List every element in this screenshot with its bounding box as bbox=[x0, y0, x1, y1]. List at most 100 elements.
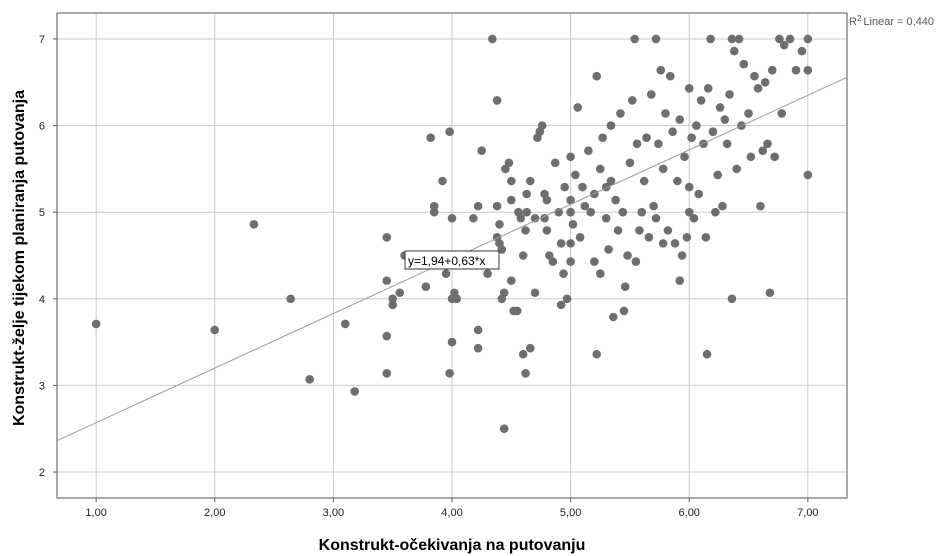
data-point bbox=[499, 288, 509, 298]
data-point bbox=[680, 152, 689, 162]
data-point bbox=[744, 109, 753, 118]
data-point bbox=[732, 164, 741, 174]
data-point bbox=[492, 201, 502, 211]
data-point bbox=[499, 424, 509, 434]
data-point bbox=[630, 34, 639, 44]
data-point bbox=[518, 349, 528, 359]
data-point bbox=[722, 139, 732, 149]
y-tick-label: 6 bbox=[39, 121, 45, 133]
data-point bbox=[592, 349, 602, 359]
data-point bbox=[718, 201, 727, 211]
data-point bbox=[542, 226, 552, 235]
data-point bbox=[756, 201, 765, 211]
data-point bbox=[746, 152, 756, 162]
data-point bbox=[702, 349, 712, 359]
data-point bbox=[507, 176, 516, 186]
data-point bbox=[210, 325, 220, 335]
data-point bbox=[684, 207, 694, 217]
data-point bbox=[548, 257, 558, 266]
data-point bbox=[670, 239, 680, 248]
data-point bbox=[623, 251, 632, 260]
data-point bbox=[694, 189, 704, 199]
y-axis-ticks: 2 3 4 5 6 7 bbox=[39, 34, 57, 479]
data-point bbox=[452, 294, 462, 304]
data-point bbox=[559, 269, 568, 278]
data-point bbox=[646, 90, 656, 99]
x-tick-label: 6,00 bbox=[679, 507, 700, 519]
data-point bbox=[504, 158, 514, 168]
data-point bbox=[395, 288, 405, 298]
data-point bbox=[632, 139, 642, 149]
r2-value: Linear = 0,440 bbox=[863, 16, 934, 28]
data-point bbox=[426, 133, 435, 143]
data-point bbox=[727, 34, 737, 44]
data-point bbox=[488, 34, 497, 44]
data-point bbox=[388, 294, 397, 304]
data-point bbox=[421, 282, 431, 291]
data-point bbox=[566, 239, 575, 248]
data-point bbox=[763, 139, 772, 149]
x-tick-label: 3,00 bbox=[323, 507, 344, 519]
data-point bbox=[590, 257, 599, 266]
data-point bbox=[656, 65, 666, 75]
data-point bbox=[550, 158, 560, 168]
data-point bbox=[730, 46, 739, 56]
data-point bbox=[556, 300, 566, 310]
data-point bbox=[613, 226, 623, 235]
data-point bbox=[609, 312, 618, 322]
data-point bbox=[429, 201, 439, 211]
data-point bbox=[750, 71, 759, 81]
data-point bbox=[575, 233, 585, 242]
data-point bbox=[592, 71, 602, 81]
data-point bbox=[797, 46, 807, 56]
data-point bbox=[350, 387, 360, 396]
data-point bbox=[530, 288, 540, 298]
data-point bbox=[791, 65, 801, 75]
data-point bbox=[525, 343, 535, 353]
data-point bbox=[658, 239, 668, 248]
data-point bbox=[777, 109, 787, 118]
data-point bbox=[382, 276, 392, 285]
data-point bbox=[689, 213, 699, 223]
data-point bbox=[580, 201, 590, 211]
data-point bbox=[713, 170, 723, 180]
data-point bbox=[628, 96, 637, 105]
data-point bbox=[441, 269, 451, 278]
data-point bbox=[711, 207, 720, 217]
data-point bbox=[447, 213, 457, 223]
y-axis-title: Konstrukt-želje tijekom planiranja putov… bbox=[11, 90, 28, 426]
r2-superscript: 2 bbox=[857, 14, 862, 23]
data-point bbox=[727, 294, 737, 304]
data-point bbox=[692, 121, 701, 130]
y-tick-label: 7 bbox=[39, 34, 45, 46]
data-point bbox=[611, 195, 620, 205]
data-point bbox=[445, 127, 454, 136]
data-point bbox=[512, 306, 522, 316]
data-point bbox=[562, 294, 572, 304]
data-point bbox=[753, 84, 763, 93]
data-point bbox=[438, 176, 447, 186]
data-point bbox=[665, 71, 675, 81]
data-point bbox=[586, 207, 596, 217]
data-point bbox=[618, 207, 628, 217]
data-point bbox=[286, 294, 295, 304]
data-point bbox=[525, 176, 535, 186]
data-point bbox=[516, 213, 526, 223]
data-point bbox=[388, 300, 397, 310]
grid-lines bbox=[57, 13, 847, 498]
data-point bbox=[568, 220, 578, 229]
data-point bbox=[521, 226, 530, 235]
data-point bbox=[507, 195, 516, 205]
data-point bbox=[675, 276, 685, 285]
data-point bbox=[522, 207, 532, 217]
data-point bbox=[445, 368, 454, 378]
data-point bbox=[429, 207, 439, 217]
data-point bbox=[631, 257, 641, 266]
data-point bbox=[595, 164, 605, 174]
data-point bbox=[91, 319, 101, 329]
data-point bbox=[601, 213, 611, 223]
data-point bbox=[767, 65, 777, 75]
data-point bbox=[382, 368, 392, 378]
data-point bbox=[703, 84, 713, 93]
data-point bbox=[616, 109, 625, 118]
